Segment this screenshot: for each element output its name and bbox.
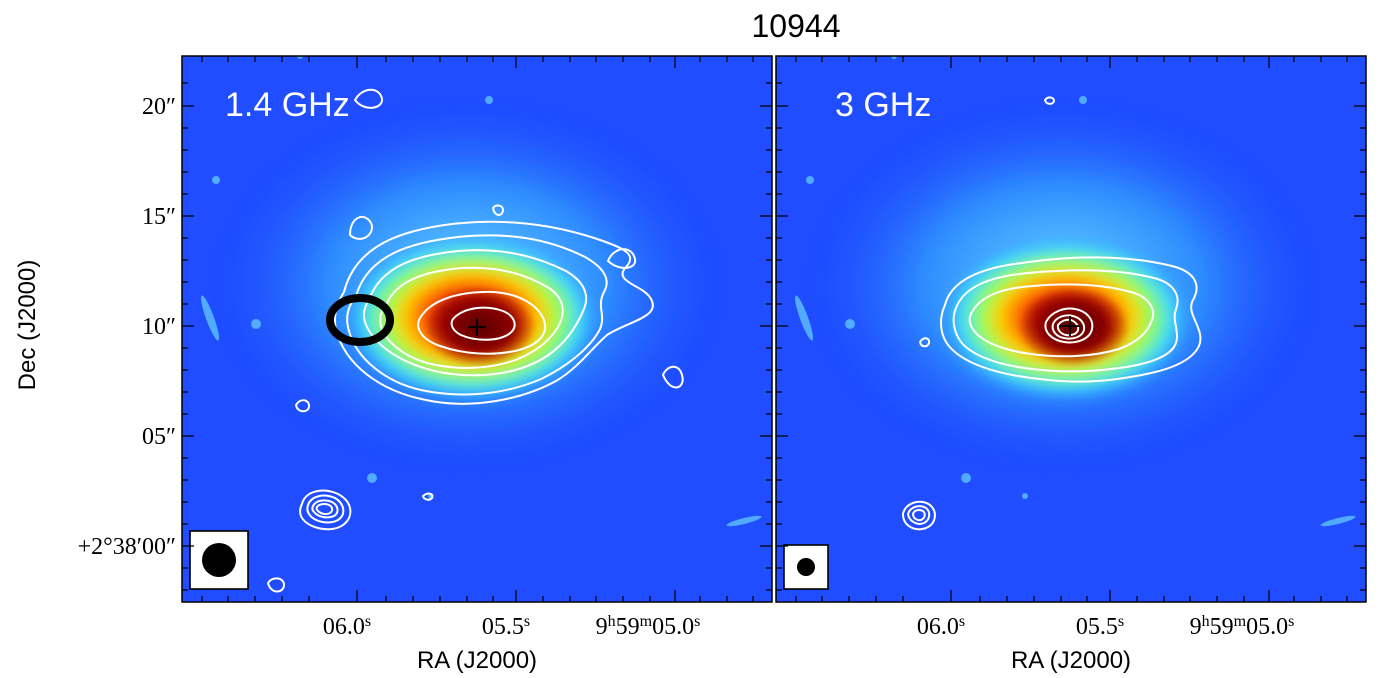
x-tick-label-sup: s [524, 613, 530, 630]
x-tick-label-sup: s [365, 613, 371, 630]
right-core-marker-icon [1060, 316, 1080, 336]
right-x-tick-labels: 06.0s 05.5s 9h59m05.0s [917, 613, 1294, 640]
left-background-sources [200, 56, 762, 527]
x-tick-label-main: 05.0 [1246, 614, 1288, 640]
y-tick-label: 05″ [142, 424, 176, 450]
beam-icon [202, 543, 236, 577]
x-tick-label-sup: m [640, 613, 653, 630]
right-panel: 3 GHz 06.0s 05.5s 9h59m05.0s [775, 55, 1367, 640]
x-tick-label-main: 9 [596, 614, 608, 640]
y-tick-label: 15″ [142, 204, 176, 230]
right-radio-contours [902, 96, 1202, 531]
y-axis-label: Dec (J2000) [14, 260, 41, 391]
left-x-tick-labels: 06.0s 05.5s 9h59m05.0s [323, 613, 700, 640]
left-radio-contours [267, 88, 684, 593]
x-tick-label-sup: h [608, 613, 616, 630]
y-tick-label: 10″ [142, 314, 176, 340]
right-background-sources [794, 56, 1356, 527]
left-core-marker-icon [468, 318, 486, 336]
x-tick-label-main: 9 [1190, 614, 1202, 640]
x-tick-label-main: 59 [1210, 614, 1234, 640]
x-tick-label-sup: s [959, 613, 965, 630]
right-core-glow [1018, 287, 1130, 367]
right-x-axis-label: RA (J2000) [1011, 647, 1131, 674]
x-tick-label-sup: s [1288, 613, 1294, 630]
x-tick-label: 05.5s [1076, 613, 1124, 640]
x-tick-label-sup: s [694, 613, 700, 630]
right-frequency-label: 3 GHz [835, 86, 931, 124]
highlight-ellipse [326, 294, 394, 346]
x-tick-label: 06.0s [323, 613, 371, 640]
left-y-tick-labels: 20″ 15″ 10″ 05″ +2°38′00″ [78, 94, 176, 560]
x-tick-label: 9h59m05.0s [596, 613, 701, 640]
right-axis-frame [775, 55, 1367, 603]
x-tick-label-main: 06.0 [323, 614, 365, 640]
x-tick-label-sup: s [1118, 613, 1124, 630]
x-tick-label: 06.0s [917, 613, 965, 640]
left-x-axis-label: RA (J2000) [417, 647, 537, 674]
left-frequency-label: 1.4 GHz [225, 86, 350, 124]
beam-icon [797, 558, 815, 576]
x-tick-label-sup: m [1234, 613, 1247, 630]
figure-title: 10944 [752, 8, 841, 44]
x-tick-label-main: 05.5 [482, 614, 524, 640]
x-tick-label-main: 05.5 [1076, 614, 1118, 640]
x-tick-label-main: 59 [616, 614, 640, 640]
left-axis-ticks [182, 56, 772, 602]
y-tick-label: 20″ [142, 94, 176, 120]
right-axis-ticks [776, 56, 1366, 602]
left-panel: 1.4 GHz 20″ 15″ 10″ 05″ +2°38′00″ 06.0s [78, 55, 773, 640]
left-beam-box [189, 530, 249, 590]
x-tick-label-main: 05.0 [652, 614, 694, 640]
right-beam-box [783, 544, 829, 590]
x-tick-label-sup: h [1202, 613, 1210, 630]
x-tick-label-main: 06.0 [917, 614, 959, 640]
left-axis-frame [181, 55, 773, 603]
y-tick-label: +2°38′00″ [78, 534, 176, 560]
x-tick-label: 05.5s [482, 613, 530, 640]
x-tick-label: 9h59m05.0s [1190, 613, 1295, 640]
